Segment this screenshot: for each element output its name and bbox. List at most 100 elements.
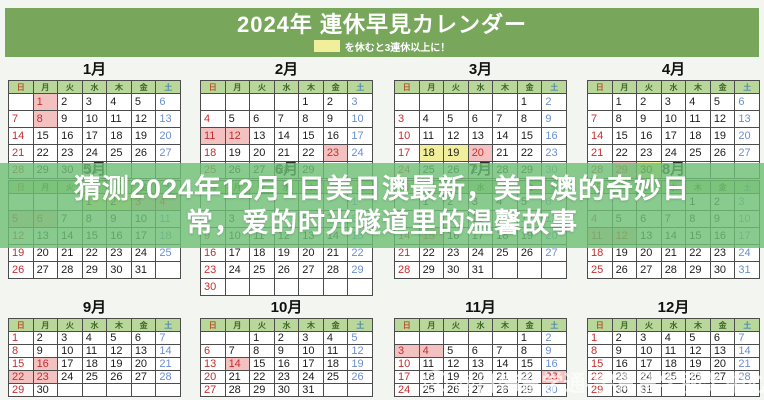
day-cell: 14 — [587, 127, 613, 145]
weibo-logo-icon — [424, 370, 448, 394]
month-title: 3月 — [468, 61, 493, 78]
day-cell: 21 — [8, 144, 34, 162]
weekday-header: 木 — [106, 80, 132, 94]
day-cell: 10 — [660, 110, 687, 128]
day-cell: 11 — [660, 344, 687, 358]
day-cell: 23 — [322, 144, 349, 162]
day-cell: 10 — [81, 110, 108, 128]
weekday-header: 木 — [685, 318, 711, 332]
day-cell: 3 — [347, 93, 373, 111]
day-cell: 17 — [57, 357, 83, 371]
day-cell: 23 — [273, 370, 300, 384]
empty-cell — [394, 93, 420, 111]
weekday-header: 火 — [57, 80, 83, 94]
weekday-header: 土 — [734, 80, 760, 94]
day-cell: 26 — [347, 370, 373, 384]
day-cell: 16 — [541, 127, 567, 145]
yellow-legend-swatch-icon — [313, 40, 340, 52]
day-cell: 5 — [106, 331, 132, 345]
day-cell: 11 — [685, 110, 711, 128]
day-cell: 18 — [418, 144, 445, 162]
day-cell: 3 — [394, 110, 420, 128]
month-title: 4月 — [661, 61, 686, 78]
weekday-header: 水 — [273, 318, 300, 332]
day-cell: 6 — [200, 344, 226, 358]
day-cell: 27 — [32, 261, 59, 279]
day-cell: 19 — [709, 127, 736, 145]
day-cell: 10 — [394, 127, 420, 145]
weekday-header: 金 — [709, 318, 736, 332]
weekday-header: 火 — [249, 318, 275, 332]
weekday-header: 土 — [155, 318, 181, 332]
day-cell: 16 — [200, 244, 226, 262]
calendar-month-12: 12月日月火水木金土 1 2 3 4 5 6 7 8 9 10 11 12 13 14 15 16 17 18 19 2… — [587, 298, 760, 397]
day-cell: 6 — [734, 93, 760, 111]
weekday-header: 金 — [322, 318, 349, 332]
day-cell: 5 — [709, 93, 736, 111]
day-cell: 29 — [249, 383, 275, 397]
day-cell: 23 — [541, 144, 567, 162]
weekday-header: 金 — [322, 80, 349, 94]
day-cell: 23 — [636, 144, 662, 162]
day-cell: 8 — [611, 110, 638, 128]
day-cell: 26 — [516, 244, 543, 262]
day-cell: 4 — [322, 331, 349, 345]
page-title: 2024年 連休早見カレンダー — [236, 11, 528, 37]
day-cell: 14 — [273, 127, 300, 145]
day-cell: 16 — [32, 357, 59, 371]
day-cell: 6 — [467, 110, 494, 128]
empty-cell — [492, 93, 518, 111]
empty-cell — [541, 261, 567, 279]
day-cell: 12 — [685, 344, 711, 358]
day-cell: 25 — [81, 370, 108, 384]
day-cell: 9 — [541, 110, 567, 128]
day-cell: 30 — [32, 383, 59, 397]
day-cell: 21 — [734, 357, 760, 371]
day-cell: 8 — [516, 344, 543, 358]
weekday-header: 月 — [224, 80, 251, 94]
day-cell: 5 — [443, 344, 469, 358]
weekday-header: 月 — [32, 80, 59, 94]
day-cell: 4 — [685, 93, 711, 111]
day-cell: 9 — [541, 344, 567, 358]
day-cell: 20 — [155, 127, 181, 145]
day-cell: 6 — [467, 344, 494, 358]
empty-cell — [347, 383, 373, 397]
day-cell: 11 — [81, 344, 108, 358]
weekday-header: 土 — [347, 80, 373, 94]
weekday-header: 火 — [57, 318, 83, 332]
day-cell: 13 — [130, 344, 157, 358]
day-cell: 22 — [8, 370, 34, 384]
empty-cell — [249, 93, 275, 111]
day-cell: 21 — [492, 144, 518, 162]
watermark-text: @日韩留学通-宇青留学服务中心 — [454, 371, 764, 396]
day-cell: 19 — [443, 144, 469, 162]
empty-cell — [394, 331, 420, 345]
day-cell: 4 — [200, 110, 226, 128]
calendar-month-9: 9月日月火水木金土 1 2 3 4 5 6 7 8 9 10 11 12 13 14 15 16 17 18 19 20… — [8, 298, 181, 397]
day-cell: 28 — [224, 383, 251, 397]
month-title: 2月 — [274, 61, 299, 78]
day-cell: 27 — [298, 261, 324, 279]
day-cell: 21 — [587, 144, 613, 162]
day-cell: 18 — [685, 127, 711, 145]
day-cell: 26 — [106, 370, 132, 384]
day-cell: 8 — [32, 110, 59, 128]
day-cell: 17 — [81, 127, 108, 145]
day-cell: 19 — [130, 127, 157, 145]
empty-cell — [273, 93, 300, 111]
day-cell: 10 — [636, 344, 662, 358]
weekday-header: 水 — [660, 318, 687, 332]
day-cell: 20 — [467, 144, 494, 162]
day-cell: 8 — [8, 344, 34, 358]
day-cell: 3 — [394, 344, 420, 358]
weekday-header: 月 — [224, 318, 251, 332]
day-cell: 19 — [106, 357, 132, 371]
empty-cell — [200, 331, 226, 345]
empty-cell — [81, 383, 108, 397]
empty-cell — [57, 383, 83, 397]
day-cell: 9 — [273, 344, 300, 358]
day-cell: 26 — [611, 261, 638, 279]
day-cell: 24 — [347, 144, 373, 162]
